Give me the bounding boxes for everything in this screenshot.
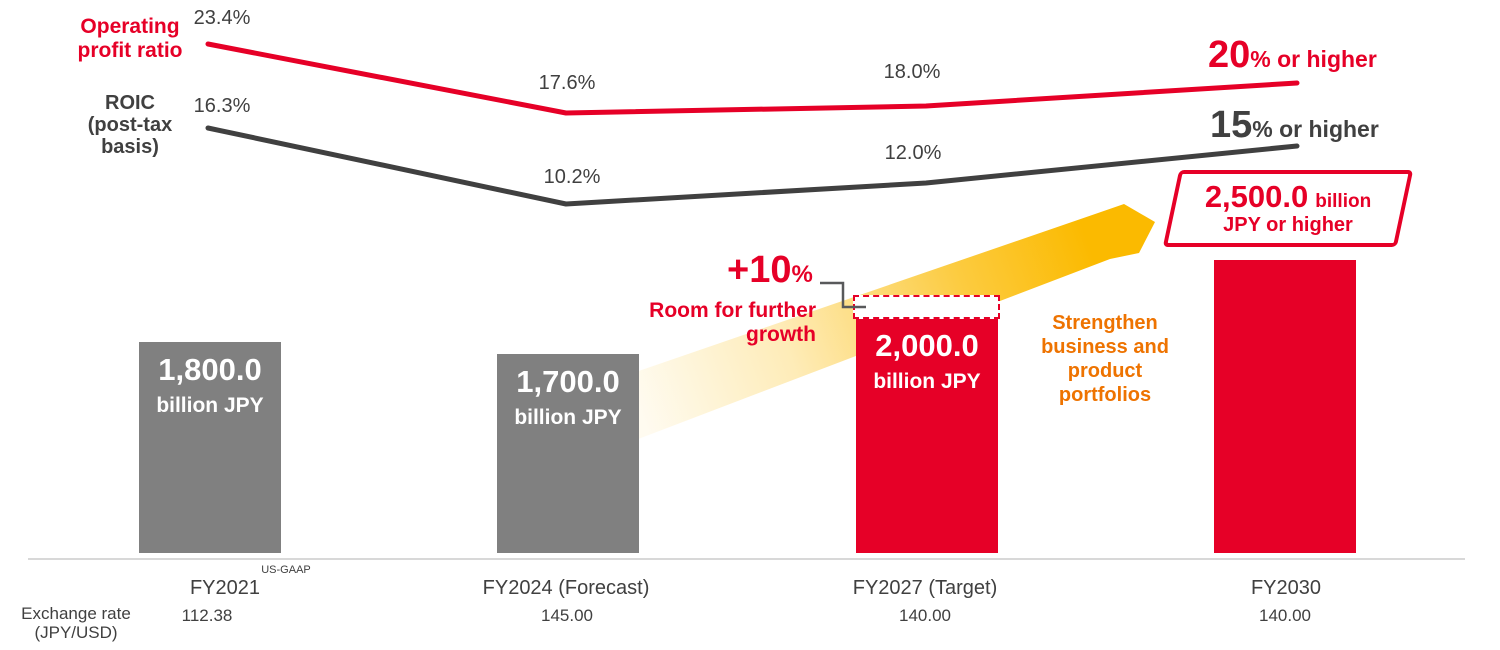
upside-dashed-box [853,295,1000,319]
category-fy2021: FY2021 [189,577,261,599]
strengthen-portfolios-label: Strengthen business and product portfoli… [1041,312,1169,406]
revenue-bar-fy2030 [1214,260,1356,553]
revenue-bar-fy2021: 1,800.0 billion JPY [139,342,281,553]
us-gaap-note: US-GAAP [261,564,311,576]
target-box-line2: JPY or higher [1223,214,1353,237]
legend-operating-profit-ratio: Operating profit ratio [77,15,183,62]
bar-value-label: 1,700.0 [516,364,620,399]
room-for-growth-label: Room for further growth [649,299,816,346]
category-fy2030: FY2030 [1250,577,1322,599]
operating-profit-ratio-line [205,41,1300,116]
exchange-rate-fy2027: 140.00 [899,606,951,625]
bar-value-label: 1,800.0 [158,352,262,387]
plus10-annotation: +10 % [727,249,813,291]
roic-point-fy2021: 16.3% [193,95,251,117]
bar-unit-label: billion JPY [514,406,622,430]
category-fy2024: FY2024 (Forecast) [482,577,650,599]
bar-value-label: 2,000.0 [875,328,979,363]
opr-target-fy2030: 20 % or higher [1208,34,1377,76]
bar-unit-label: billion JPY [156,394,264,418]
opr-point-fy2021: 23.4% [193,7,251,29]
x-axis-line [28,558,1465,560]
target-box-suffix: billion [1315,190,1372,212]
exchange-rate-fy2024: 145.00 [541,606,593,625]
fy2030-revenue-target-box: 2,500.0 billion JPY or higher [1162,170,1414,247]
exchange-rate-fy2021: 112.38 [181,606,233,625]
opr-point-fy2027: 18.0% [883,61,941,83]
roic-line [205,125,1300,207]
roic-point-fy2024: 10.2% [543,166,601,188]
target-box-value: 2,500.0 [1204,178,1309,214]
category-fy2027: FY2027 (Target) [852,577,998,599]
opr-point-fy2024: 17.6% [538,72,596,94]
exchange-rate-label: Exchange rate (JPY/USD) [21,604,131,642]
roic-target-fy2030: 15 % or higher [1210,104,1379,146]
exchange-rate-fy2030: 140.00 [1259,606,1311,625]
roic-point-fy2027: 12.0% [884,142,942,164]
revenue-bar-fy2027: 2,000.0 billion JPY [856,318,998,553]
revenue-bar-fy2024: 1,700.0 billion JPY [497,354,639,553]
legend-roic: ROIC (post-tax basis) [87,92,173,158]
bar-unit-label: billion JPY [873,370,981,394]
